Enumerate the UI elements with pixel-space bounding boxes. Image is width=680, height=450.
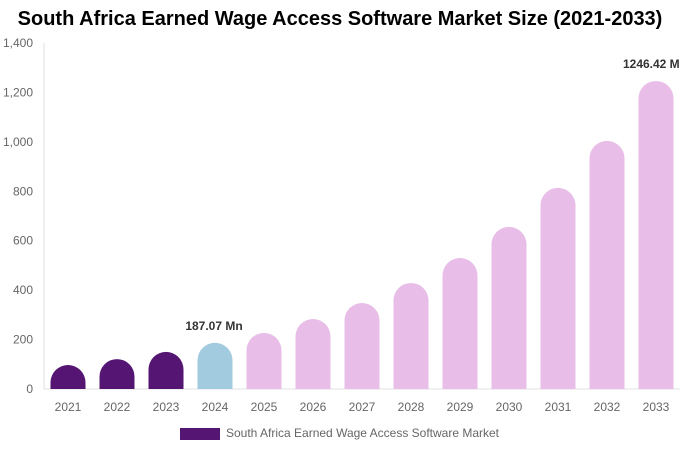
y-tick-label: 1,200 bbox=[3, 85, 33, 99]
y-tick-label: 400 bbox=[13, 283, 33, 297]
chart-title: South Africa Earned Wage Access Software… bbox=[17, 8, 663, 30]
bar-2028 bbox=[393, 282, 429, 389]
x-tick-label: 2030 bbox=[496, 400, 523, 414]
legend-label: South Africa Earned Wage Access Software… bbox=[226, 426, 500, 440]
legend-swatch bbox=[180, 428, 220, 440]
x-tick-label: 2024 bbox=[202, 400, 229, 414]
bar-2029 bbox=[442, 258, 478, 389]
x-tick-label: 2023 bbox=[153, 400, 180, 414]
bar-2023 bbox=[148, 351, 184, 389]
x-tick-label: 2022 bbox=[104, 400, 131, 414]
x-tick-label: 2025 bbox=[251, 400, 278, 414]
x-tick-label: 2029 bbox=[447, 400, 474, 414]
x-tick-label: 2031 bbox=[545, 400, 572, 414]
y-tick-label: 600 bbox=[13, 234, 33, 248]
y-tick-label: 0 bbox=[26, 382, 33, 396]
bar-2032 bbox=[589, 140, 625, 389]
bar-2026 bbox=[295, 319, 331, 389]
bar-2024 bbox=[197, 342, 233, 389]
y-tick-label: 200 bbox=[13, 333, 33, 347]
x-tick-label: 2021 bbox=[55, 400, 82, 414]
bar-2021 bbox=[50, 365, 86, 389]
bar-2027 bbox=[344, 302, 380, 389]
data-label: 1246.42 Mn bbox=[623, 57, 680, 71]
x-tick-label: 2033 bbox=[643, 400, 670, 414]
y-tick-label: 800 bbox=[13, 184, 33, 198]
x-tick-label: 2028 bbox=[398, 400, 425, 414]
bar-2022 bbox=[99, 359, 135, 389]
bar-2033 bbox=[638, 80, 674, 389]
bar-2030 bbox=[491, 226, 527, 389]
x-tick-label: 2032 bbox=[594, 400, 621, 414]
bar-2025 bbox=[246, 332, 282, 389]
data-label: 187.07 Mn bbox=[185, 319, 242, 333]
bar-2031 bbox=[540, 187, 576, 389]
y-tick-label: 1,000 bbox=[3, 135, 33, 149]
y-tick-label: 1,400 bbox=[3, 36, 33, 50]
x-tick-label: 2027 bbox=[349, 400, 376, 414]
x-tick-label: 2026 bbox=[300, 400, 327, 414]
